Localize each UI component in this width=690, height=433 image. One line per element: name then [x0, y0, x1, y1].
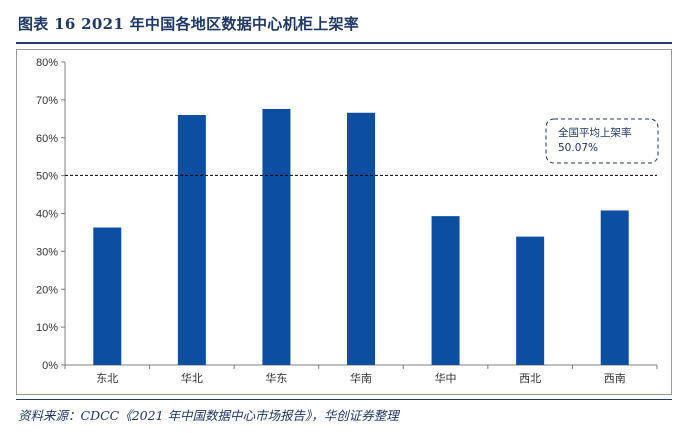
bar-1	[93, 227, 122, 365]
x-category-label: 华北	[181, 371, 203, 385]
bar-chart: 0% 10% 20% 30% 40% 50% 60% 70% 80% 东北 华北 华东 华南 华中 西北 西南…	[36, 57, 659, 385]
bar-6	[516, 236, 545, 365]
y-tick-label: 60%	[36, 133, 58, 145]
average-annotation-text: 全国平均上架率	[558, 126, 632, 139]
y-tick-label: 10%	[36, 322, 58, 334]
x-category-label: 华南	[350, 371, 372, 385]
average-annotation-box	[545, 118, 659, 164]
title-divider	[16, 42, 672, 44]
y-tick-label: 80%	[36, 57, 58, 69]
y-tick-label: 70%	[36, 95, 58, 107]
x-category-label: 东北	[96, 372, 118, 385]
x-category-label: 华东	[265, 371, 287, 385]
source-divider	[16, 399, 672, 400]
bar-5	[431, 216, 460, 365]
x-category-label: 华中	[435, 371, 457, 385]
bar-4	[347, 112, 375, 365]
bar-2	[177, 115, 206, 366]
bar-3	[262, 108, 291, 365]
x-category-label: 西北	[519, 372, 541, 385]
chart-frame: 0% 10% 20% 30% 40% 50% 60% 70% 80% 东北 华北 华东 华南 华中 西北 西南…	[16, 49, 672, 395]
bar-7	[600, 210, 629, 365]
y-tick-label: 50%	[36, 171, 58, 183]
y-tick-label: 0%	[42, 360, 58, 372]
average-annotation-text: 50.07%	[558, 142, 598, 154]
figure-title: 图表 16 2021 年中国各地区数据中心机柜上架率	[18, 15, 360, 33]
x-category-label: 西南	[604, 372, 626, 385]
source-note: 资料来源：CDCC《2021 年中国数据中心市场报告》，华创证券整理	[18, 408, 399, 423]
y-tick-label: 20%	[36, 284, 58, 296]
y-tick-label: 30%	[36, 246, 58, 258]
y-tick-label: 40%	[36, 209, 58, 221]
